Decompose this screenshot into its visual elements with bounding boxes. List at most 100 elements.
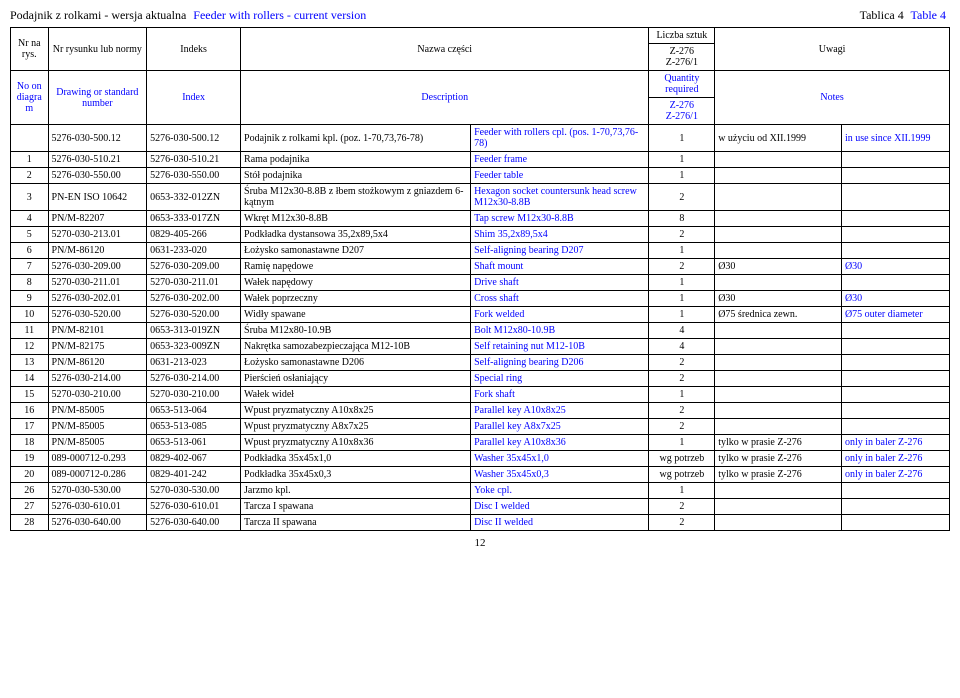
hdr-name-en: Description: [241, 71, 649, 125]
cell-name-pl: Łożysko samonastawne D206: [241, 355, 471, 371]
cell-name-pl: Śruba M12x80-10.9B: [241, 323, 471, 339]
cell-note-pl: [715, 499, 842, 515]
cell-name-en: Parallel key A8x7x25: [471, 419, 649, 435]
cell-qty: 1: [649, 435, 715, 451]
table-row: 15276-030-510.215276-030-510.21Rama poda…: [11, 152, 950, 168]
hdr-draw-en: Drawing or standard number: [48, 71, 147, 125]
hdr-idx-en: Index: [147, 71, 241, 125]
cell-idx: 5276-030-550.00: [147, 168, 241, 184]
cell-nr: 10: [11, 307, 49, 323]
cell-qty: 4: [649, 339, 715, 355]
cell-nr: 7: [11, 259, 49, 275]
cell-name-en: Tap screw M12x30-8.8B: [471, 211, 649, 227]
cell-note-pl: [715, 184, 842, 211]
cell-idx: 5276-030-610.01: [147, 499, 241, 515]
cell-name-pl: Podajnik z rolkami kpl. (poz. 1-70,73,76…: [241, 125, 471, 152]
cell-note-en: [841, 387, 949, 403]
hdr-qty-top-en: Quantity required: [649, 71, 715, 98]
hdr-qty-top-pl: Liczba sztuk: [649, 28, 715, 44]
cell-idx: 0653-513-085: [147, 419, 241, 435]
cell-nr: 3: [11, 184, 49, 211]
cell-note-en: [841, 243, 949, 259]
cell-idx: 0829-405-266: [147, 227, 241, 243]
table-row: 3PN-EN ISO 106420653-332-012ZNŚruba M12x…: [11, 184, 950, 211]
cell-nr: 28: [11, 515, 49, 531]
cell-name-en: Hexagon socket countersunk head screw M1…: [471, 184, 649, 211]
cell-note-en: [841, 499, 949, 515]
cell-qty: wg potrzeb: [649, 451, 715, 467]
cell-idx: 0653-313-019ZN: [147, 323, 241, 339]
table-header: Nr na rys. Nr rysunku lub normy Indeks N…: [11, 28, 950, 125]
cell-note-pl: [715, 419, 842, 435]
cell-note-pl: tylko w prasie Z-276: [715, 435, 842, 451]
cell-name-en: Feeder frame: [471, 152, 649, 168]
cell-idx: 5270-030-211.01: [147, 275, 241, 291]
cell-name-en: Feeder table: [471, 168, 649, 184]
cell-draw: PN/M-82207: [48, 211, 147, 227]
cell-note-pl: [715, 275, 842, 291]
cell-draw: 5276-030-610.01: [48, 499, 147, 515]
hdr-idx-pl: Indeks: [147, 28, 241, 71]
cell-note-pl: [715, 323, 842, 339]
cell-note-en: [841, 227, 949, 243]
cell-name-pl: Łożysko samonastawne D207: [241, 243, 471, 259]
hdr-draw-pl: Nr rysunku lub normy: [48, 28, 147, 71]
cell-name-pl: Wałek wideł: [241, 387, 471, 403]
table-row: 145276-030-214.005276-030-214.00Pierście…: [11, 371, 950, 387]
cell-nr: 18: [11, 435, 49, 451]
cell-nr: 13: [11, 355, 49, 371]
cell-draw: 5276-030-500.12: [48, 125, 147, 152]
table-row: 285276-030-640.005276-030-640.00Tarcza I…: [11, 515, 950, 531]
cell-nr: 15: [11, 387, 49, 403]
cell-qty: 1: [649, 152, 715, 168]
cell-name-en: Parallel key A10x8x25: [471, 403, 649, 419]
table-row: 265270-030-530.005270-030-530.00Jarzmo k…: [11, 483, 950, 499]
cell-note-en: Ø75 outer diameter: [841, 307, 949, 323]
cell-note-en: [841, 403, 949, 419]
cell-note-en: [841, 152, 949, 168]
cell-note-pl: [715, 168, 842, 184]
cell-name-pl: Tarcza I spawana: [241, 499, 471, 515]
cell-name-pl: Śruba M12x30-8.8B z łbem stożkowym z gni…: [241, 184, 471, 211]
cell-draw: PN-EN ISO 10642: [48, 184, 147, 211]
cell-name-pl: Wpust pryzmatyczny A10x8x36: [241, 435, 471, 451]
cell-note-pl: tylko w prasie Z-276: [715, 467, 842, 483]
cell-name-en: Fork welded: [471, 307, 649, 323]
hdr-name-pl: Nazwa części: [241, 28, 649, 71]
cell-idx: 0631-233-020: [147, 243, 241, 259]
cell-draw: 5270-030-213.01: [48, 227, 147, 243]
cell-note-pl: [715, 243, 842, 259]
cell-draw: 5276-030-640.00: [48, 515, 147, 531]
cell-idx: 5270-030-210.00: [147, 387, 241, 403]
table-row: 5276-030-500.125276-030-500.12Podajnik z…: [11, 125, 950, 152]
cell-name-en: Drive shaft: [471, 275, 649, 291]
cell-name-pl: Podkładka dystansowa 35,2x89,5x4: [241, 227, 471, 243]
cell-name-pl: Widły spawane: [241, 307, 471, 323]
cell-qty: 1: [649, 275, 715, 291]
cell-nr: 11: [11, 323, 49, 339]
cell-name-en: Yoke cpl.: [471, 483, 649, 499]
cell-name-en: Washer 35x45x1,0: [471, 451, 649, 467]
table-row: 155270-030-210.005270-030-210.00Wałek wi…: [11, 387, 950, 403]
cell-idx: 0653-513-061: [147, 435, 241, 451]
cell-qty: 2: [649, 227, 715, 243]
cell-nr: 8: [11, 275, 49, 291]
cell-note-pl: [715, 371, 842, 387]
cell-draw: PN/M-86120: [48, 355, 147, 371]
cell-idx: 0653-513-064: [147, 403, 241, 419]
cell-name-en: Special ring: [471, 371, 649, 387]
table-row: 6PN/M-861200631-233-020Łożysko samonasta…: [11, 243, 950, 259]
table-row: 275276-030-610.015276-030-610.01Tarcza I…: [11, 499, 950, 515]
table-label-en: Table 4: [911, 8, 946, 22]
cell-idx: 5276-030-209.00: [147, 259, 241, 275]
cell-name-pl: Wałek poprzeczny: [241, 291, 471, 307]
cell-idx: 5276-030-214.00: [147, 371, 241, 387]
table-body: 5276-030-500.125276-030-500.12Podajnik z…: [11, 125, 950, 531]
cell-idx: 0829-402-067: [147, 451, 241, 467]
cell-draw: PN/M-85005: [48, 435, 147, 451]
hdr-nr-pl: Nr na rys.: [11, 28, 49, 71]
cell-note-pl: [715, 483, 842, 499]
cell-qty: 4: [649, 323, 715, 339]
cell-note-en: [841, 483, 949, 499]
cell-note-en: [841, 184, 949, 211]
